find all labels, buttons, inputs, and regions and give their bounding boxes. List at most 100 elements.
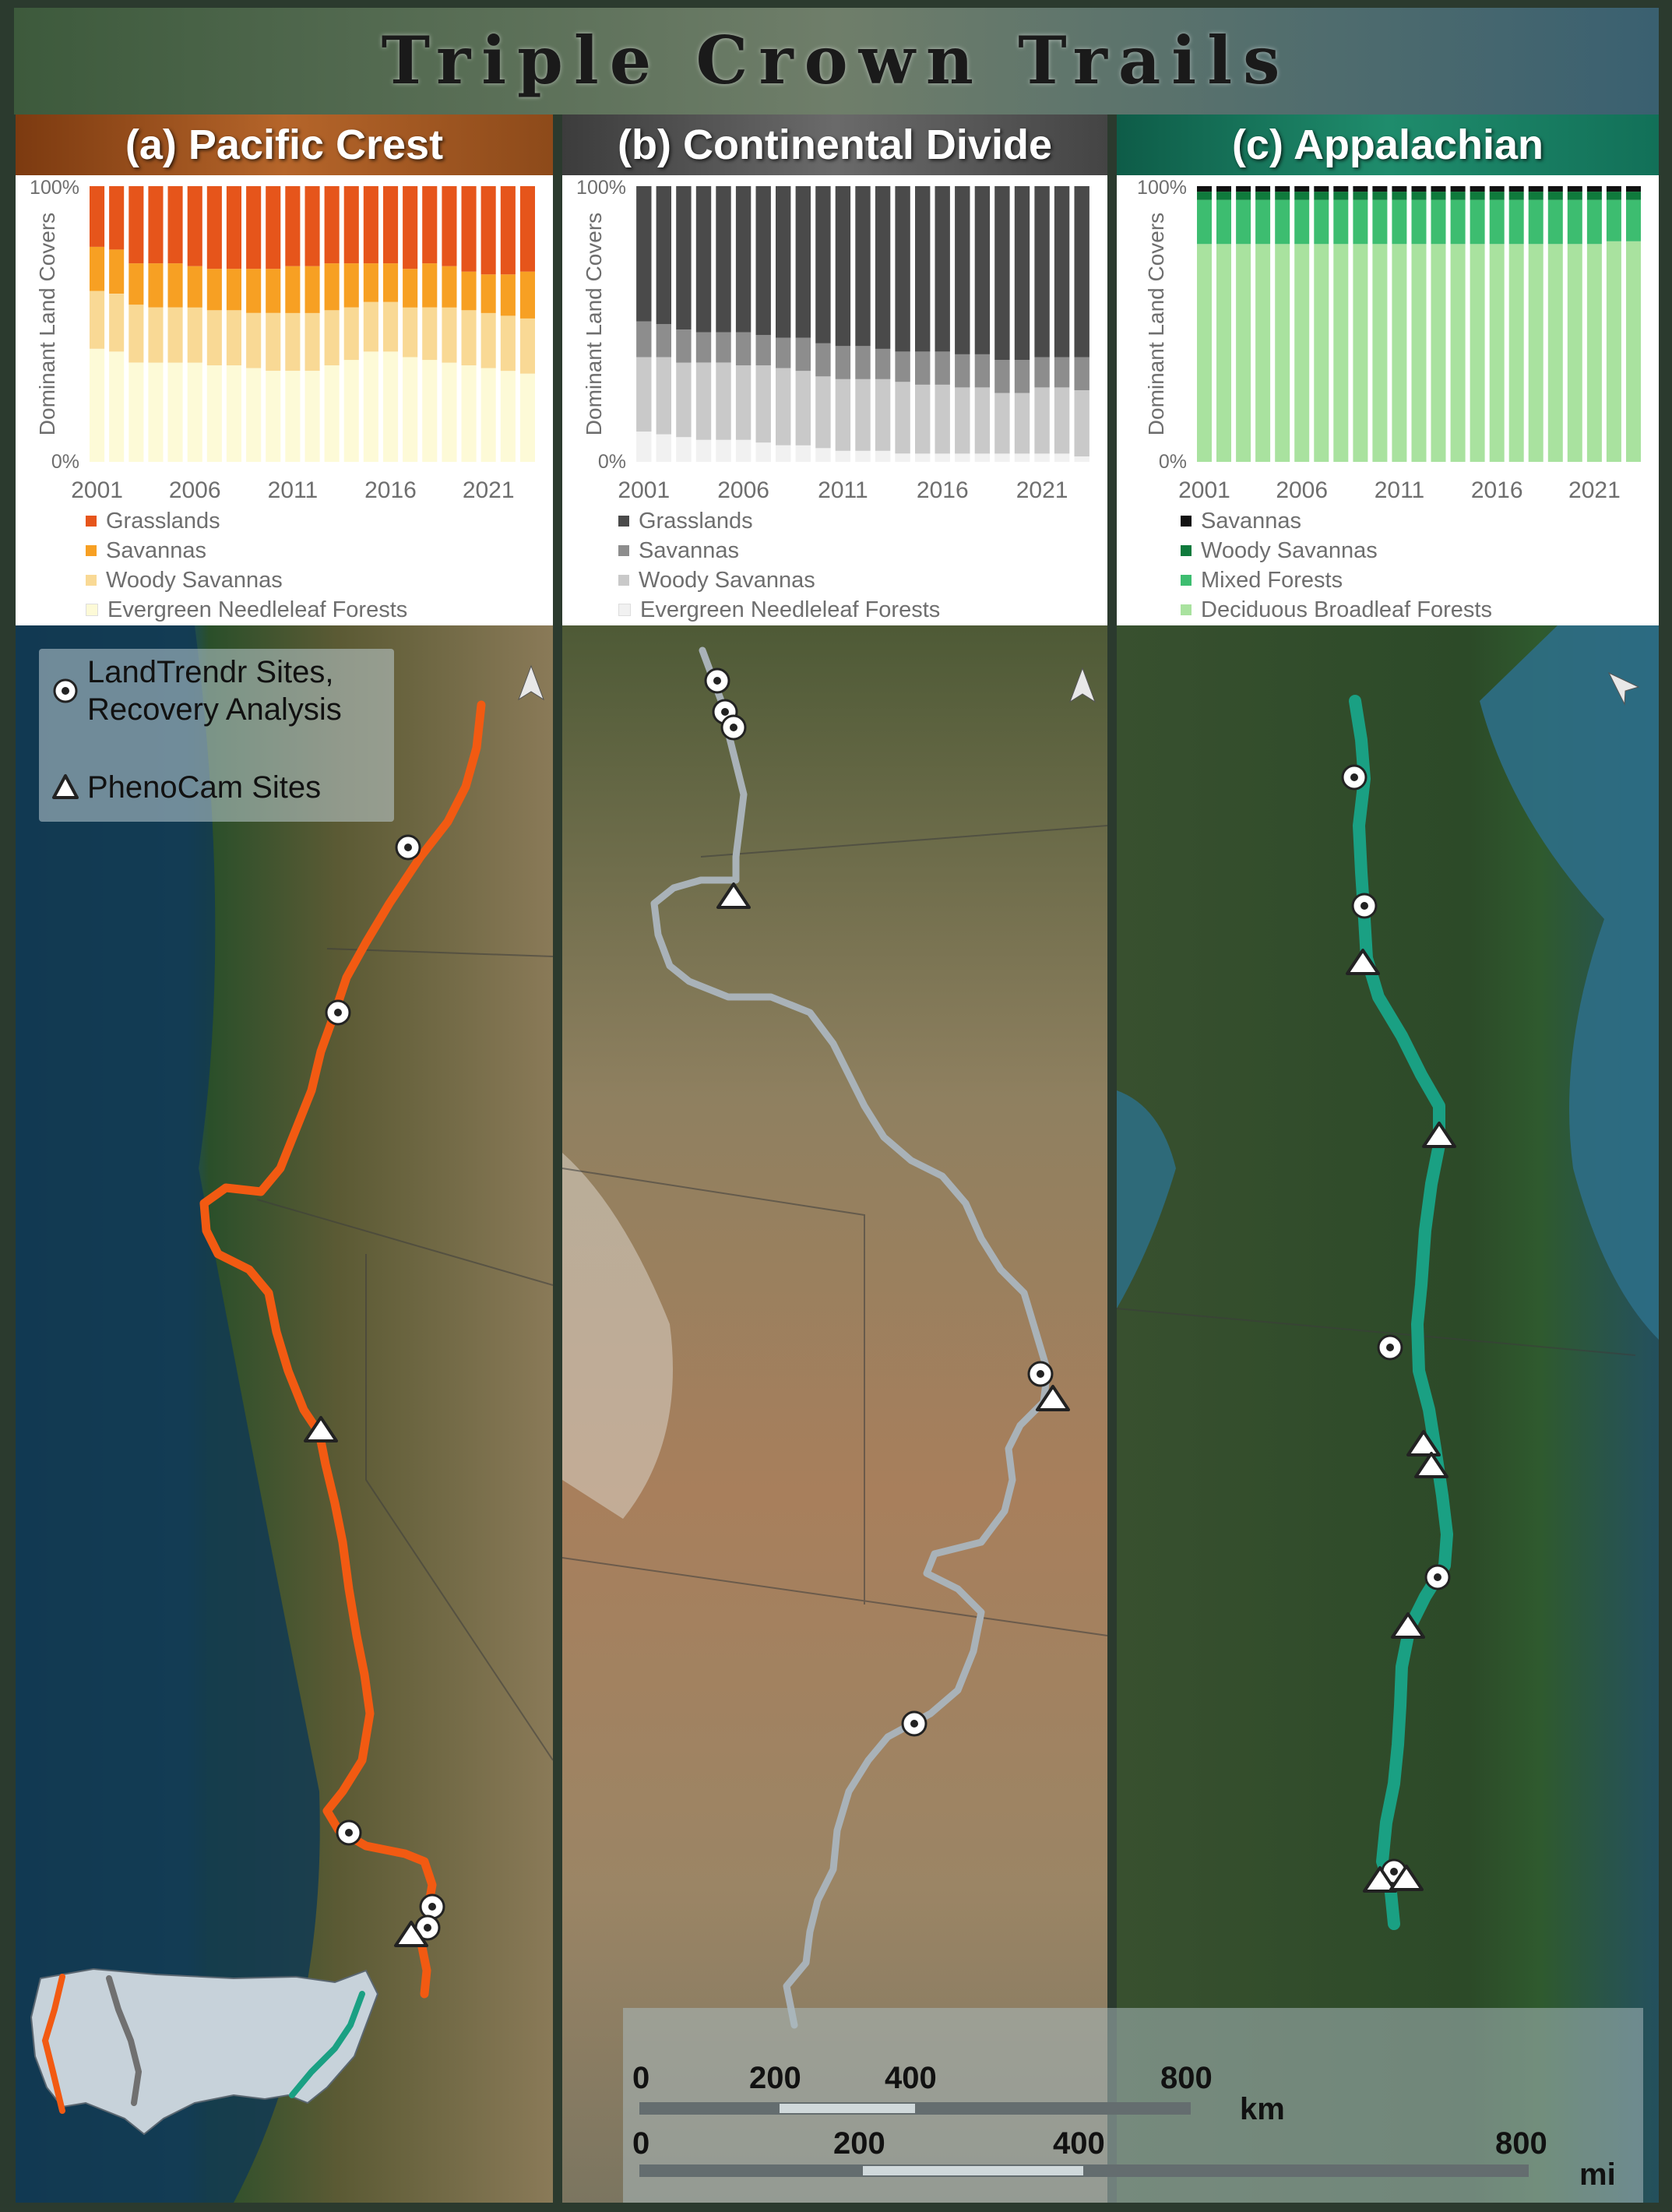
- bar-segment: [500, 274, 516, 316]
- panel-c-header: (c) Appalachian: [1117, 114, 1659, 175]
- legend-label: Woody Savannas: [639, 568, 815, 593]
- phenocam-legend-icon: [52, 774, 79, 799]
- bar-segment: [1450, 186, 1466, 192]
- bar-segment: [226, 269, 241, 311]
- bar-segment: [461, 186, 477, 272]
- bar-segment: [1255, 192, 1271, 200]
- bar-segment: [955, 453, 970, 462]
- bar-segment: [148, 263, 164, 308]
- bar-segment: [1489, 244, 1505, 462]
- legend-swatch: [1181, 604, 1192, 615]
- bar-segment: [636, 357, 652, 432]
- legend-label: Savannas: [639, 538, 739, 563]
- x-tick-label: 2006: [717, 477, 769, 503]
- mi-unit-label: mi: [1579, 2157, 1616, 2192]
- x-tick-label: 2021: [463, 477, 515, 503]
- bar-segment: [636, 321, 652, 358]
- us-inset-map: [30, 1967, 379, 2136]
- bar-segment: [776, 186, 791, 338]
- bar-segment: [187, 307, 202, 363]
- mi-tick-label: 400: [1053, 2126, 1105, 2161]
- bar-segment: [994, 186, 1010, 360]
- bar-segment: [1236, 192, 1251, 200]
- bar-segment: [855, 346, 871, 379]
- bar-segment: [795, 337, 811, 372]
- bar-segment: [974, 387, 991, 454]
- bar-segment: [656, 357, 671, 435]
- bar-segment: [246, 186, 262, 269]
- bar-segment: [1353, 244, 1368, 462]
- bar-segment: [324, 310, 340, 366]
- bar-segment: [1392, 199, 1407, 245]
- y-axis-label: Dominant Land Covers: [35, 213, 59, 435]
- bar-segment: [855, 450, 871, 462]
- bar-segment: [128, 362, 144, 462]
- bar-segment: [1606, 199, 1621, 241]
- bar-segment: [1236, 199, 1251, 245]
- panel-b-header: (b) Continental Divide: [562, 114, 1107, 175]
- landtrendr-site-dot: [713, 677, 721, 685]
- bar-segment: [735, 365, 752, 440]
- bar-segment: [109, 351, 125, 462]
- bar-segment: [1411, 186, 1427, 192]
- bar-segment: [363, 301, 378, 352]
- legend-swatch: [1181, 545, 1192, 556]
- bar-segment: [1528, 192, 1544, 200]
- bar-segment: [1547, 244, 1563, 462]
- bar-segment: [1014, 453, 1030, 462]
- bar-segment: [461, 310, 477, 366]
- bar-segment: [363, 186, 378, 264]
- bar-segment: [363, 351, 378, 462]
- x-tick-label: 2021: [1016, 477, 1068, 503]
- bar-segment: [422, 360, 438, 462]
- bar-segment: [955, 354, 970, 388]
- landtrendr-site-dot: [345, 1829, 353, 1837]
- bar-segment: [755, 442, 771, 462]
- bar-segment: [266, 186, 281, 269]
- bar-segment: [1392, 244, 1407, 462]
- legend-swatch: [618, 545, 629, 556]
- bar-segment: [1275, 192, 1290, 200]
- bar-segment: [206, 186, 222, 269]
- panel-a-chart: 0% 100% Dominant Land Covers 2001 2006 2011 20…: [16, 175, 553, 625]
- landtrendr-site-dot: [424, 1924, 431, 1932]
- bar-segment: [246, 269, 262, 313]
- pacific-sites: [304, 834, 445, 1947]
- figure-title: Triple Crown Trails: [381, 22, 1291, 99]
- bar-segment: [1275, 244, 1290, 462]
- north-arrow-icon: [518, 664, 544, 701]
- bar-segment: [676, 329, 692, 363]
- bar-segment: [1197, 192, 1212, 200]
- bar-segment: [1294, 199, 1310, 245]
- bar-segment: [835, 186, 851, 347]
- bar-segment: [1528, 244, 1544, 462]
- bar-segment: [994, 453, 1010, 462]
- bar-segment: [1547, 199, 1563, 245]
- bar-segment: [695, 362, 712, 440]
- bar-segment: [1470, 186, 1485, 192]
- legend-swatch: [618, 604, 631, 616]
- legend-item: Evergreen Needleleaf Forests: [618, 595, 940, 625]
- bar-segment: [461, 271, 477, 311]
- bar-segment: [1372, 199, 1388, 245]
- bar-segment: [167, 362, 183, 462]
- bar-segment: [148, 362, 164, 462]
- km-tick-label: 200: [749, 2061, 801, 2095]
- bar-segment: [1314, 244, 1329, 462]
- bar-segment: [815, 448, 831, 462]
- bar-segment: [1034, 453, 1050, 462]
- bar-segment: [1411, 199, 1427, 245]
- bar-segment: [246, 312, 262, 368]
- bar-segment: [1275, 199, 1290, 245]
- state-border: [700, 825, 1108, 858]
- bar-segment: [1054, 453, 1070, 462]
- bar-segment: [226, 310, 241, 366]
- bar-segment: [974, 354, 991, 388]
- bar-segment: [1074, 390, 1089, 456]
- bar-segment: [1236, 186, 1251, 192]
- km-unit-label: km: [1240, 2092, 1285, 2126]
- landtrendr-site-dot: [334, 1009, 342, 1016]
- legend-item: Mixed Forests: [1181, 565, 1492, 595]
- x-tick-label: 2001: [618, 477, 670, 503]
- bar-segment: [109, 186, 125, 250]
